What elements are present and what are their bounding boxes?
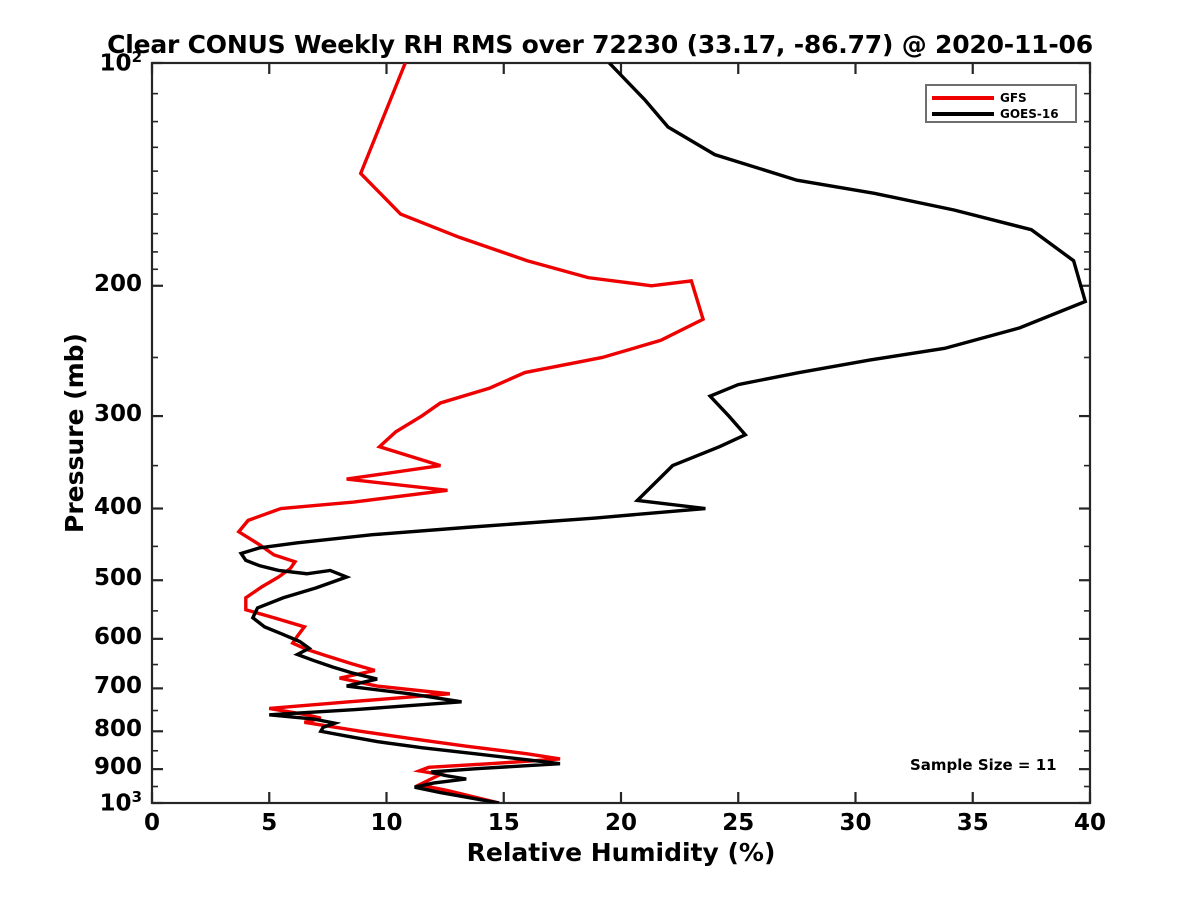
series-lines: [236, 63, 1088, 803]
legend-swatch-icon: [932, 96, 994, 100]
axis-frame: [150, 61, 1092, 805]
x-tick-label: 10: [370, 810, 403, 836]
x-tick-label: 0: [143, 810, 160, 836]
x-tick-label: 25: [722, 810, 755, 836]
legend-swatch-icon: [932, 112, 994, 116]
x-tick-label: 20: [604, 810, 637, 836]
legend-entry-gfs: GFS: [932, 90, 1027, 106]
y-tick-label: 400: [93, 493, 142, 520]
y-tick-label: 103: [99, 788, 142, 817]
series-line-gfs: [236, 63, 706, 803]
y-tick-label: 900: [93, 754, 142, 781]
y-tick-label: 500: [93, 565, 142, 592]
series-line-goes-16: [238, 63, 1088, 803]
legend: GFS GOES-16: [925, 84, 1077, 123]
sample-size-annotation: Sample Size = 11: [910, 756, 1057, 774]
tick-marks: [150, 61, 1092, 805]
x-tick-label: 15: [487, 810, 520, 836]
x-tick-label: 35: [956, 810, 989, 836]
y-tick-label: 300: [93, 401, 142, 428]
y-tick-label: 800: [93, 716, 142, 743]
legend-entry-goes-16: GOES-16: [932, 106, 1059, 122]
y-tick-label: 600: [93, 623, 142, 650]
y-tick-label: 102: [99, 48, 142, 77]
y-tick-label: 200: [93, 270, 142, 297]
y-tick-label: 700: [93, 673, 142, 700]
legend-label: GFS: [1000, 91, 1027, 105]
legend-label: GOES-16: [1000, 107, 1059, 121]
x-axis-title: Relative Humidity (%): [466, 838, 776, 867]
y-axis-title-wrap: Pressure (mb): [55, 63, 95, 803]
x-tick-label: 5: [261, 810, 278, 836]
y-axis-title: Pressure (mb): [60, 333, 89, 533]
x-tick-label: 30: [839, 810, 872, 836]
x-tick-label: 40: [1073, 810, 1106, 836]
chart-title: Clear CONUS Weekly RH RMS over 72230 (33…: [107, 30, 1093, 59]
plot-border: [150, 61, 1092, 805]
